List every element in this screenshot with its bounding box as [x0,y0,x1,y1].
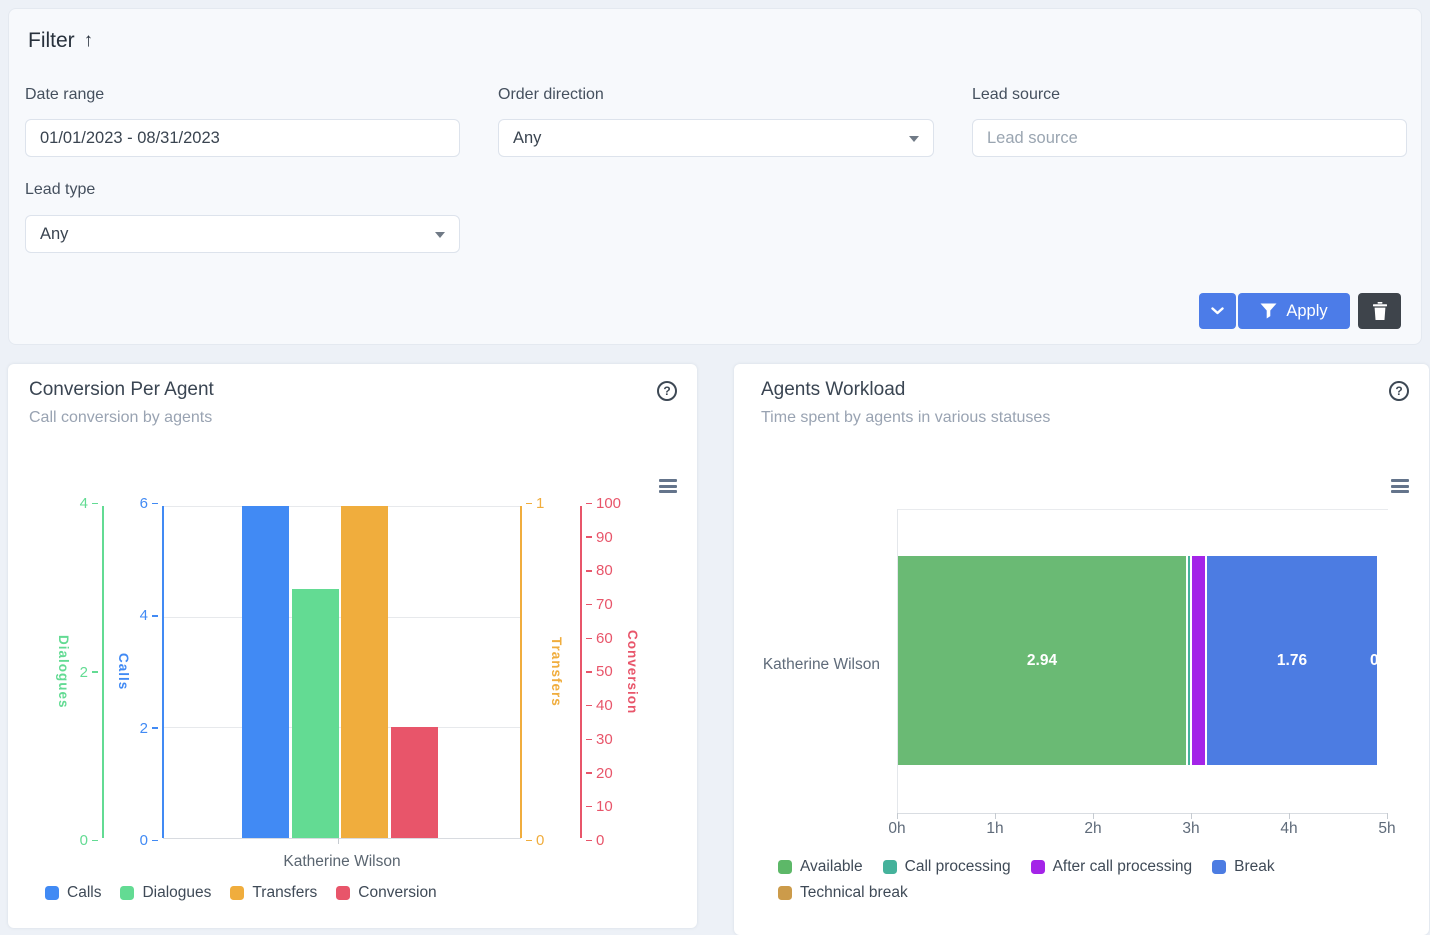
conversion-per-agent-card: Conversion Per Agent Call conversion by … [8,364,697,928]
order-direction-label: Order direction [498,86,604,103]
lead-source-label: Lead source [972,86,1061,103]
legend-item-call-processing[interactable]: Call processing [882,858,1011,876]
calls-axis-line [162,506,164,838]
chart-menu-icon[interactable] [1391,479,1409,493]
legend-swatch [882,860,897,874]
help-icon[interactable]: ? [657,381,677,401]
available-segment: 2.94 [898,556,1186,765]
dialogues-bar [292,589,339,838]
lead-type-value: Any [40,224,69,243]
legend-item-break[interactable]: Break [1212,858,1275,876]
conversion-axis-line [580,506,582,838]
dialogues-axis-ticks: 4 2 0 [60,495,98,849]
lead-source-input[interactable] [972,119,1407,157]
plot-top-border [898,509,1388,510]
call-processing-segment [1188,556,1190,765]
filter-panel: Filter ↑ Date range Order direction Any … [8,8,1422,345]
after-call-processing-segment [1192,556,1205,765]
legend-item-technical-break[interactable]: Technical break [778,884,908,902]
x-axis-tick [1289,813,1290,819]
transfers-bar [341,506,388,838]
legend-item-dialogues[interactable]: Dialogues [120,884,211,902]
legend-item-calls[interactable]: Calls [45,884,101,902]
transfers-axis-ticks: 1 0 [526,495,566,849]
x-axis-tick [1093,813,1094,819]
transfers-axis-line [520,506,522,838]
order-direction-select[interactable]: Any [498,119,934,157]
legend-item-available[interactable]: Available [778,858,863,876]
conversion-card-title: Conversion Per Agent [29,379,214,400]
filter-panel-title[interactable]: Filter ↑ [28,29,93,53]
legend-swatch [230,886,245,900]
calls-axis-ticks: 6 4 2 0 [120,495,158,849]
apply-button[interactable]: Apply [1238,293,1350,329]
filter-funnel-icon [1260,303,1277,319]
clear-filter-button[interactable] [1358,293,1401,329]
calls-bar [242,506,289,838]
x-axis-line [897,813,1388,814]
conversion-bar [391,727,438,838]
order-direction-value: Any [513,128,542,147]
collapse-arrow-icon: ↑ [83,30,94,51]
workload-card-subtitle: Time spent by agents in various statuses [761,409,1051,426]
conversion-card-subtitle: Call conversion by agents [29,409,213,426]
dropdown-caret-icon [435,232,445,238]
legend-swatch [778,860,792,874]
x-axis-tick [338,838,339,844]
legend-swatch [45,886,59,900]
workload-x-ticks: 0h 1h 2h 3h 4h 5h [888,820,1396,837]
segment-value-label: 2.94 [1026,651,1058,669]
dropdown-caret-icon [909,136,919,142]
agents-workload-card: Agents Workload Time spent by agents in … [734,364,1429,935]
legend-item-after-call-processing[interactable]: After call processing [1030,858,1192,876]
legend-item-transfers[interactable]: Transfers [230,884,317,902]
x-category-label: Katherine Wilson [283,853,401,870]
help-icon[interactable]: ? [1389,381,1409,401]
lead-type-select[interactable]: Any [25,215,460,253]
filter-expand-button[interactable] [1199,293,1236,329]
chart-menu-icon[interactable] [659,479,677,493]
conversion-axis-title: Conversion [625,629,640,715]
legend-swatch [778,886,792,900]
chevron-down-icon [1211,307,1224,315]
y-axis-line [897,509,898,813]
legend-swatch [120,886,135,900]
workload-card-title: Agents Workload [761,379,906,400]
segment-value-label: 1.76 [1276,651,1308,669]
clipped-segment-label: 0 [1370,651,1379,669]
dialogues-axis-line [102,506,104,838]
y-category-label: Katherine Wilson [762,656,880,673]
date-range-input[interactable] [25,119,460,157]
x-axis-tick [1387,813,1388,819]
break-segment: 1.76 [1207,556,1377,765]
conversion-axis-ticks: 100 90 80 70 60 50 40 30 20 10 0 [586,495,632,849]
transfers-axis-title: Transfers [549,637,564,707]
dialogues-axis-title: Dialogues [56,635,71,709]
workload-legend-row-2: Technical break [778,884,908,902]
date-range-label: Date range [25,86,105,103]
apply-button-label: Apply [1286,301,1328,320]
legend-swatch [1212,860,1227,874]
x-axis-tick [1191,813,1192,819]
trash-icon [1372,302,1387,320]
x-axis-tick [897,813,898,819]
lead-type-label: Lead type [25,181,96,198]
workload-legend-row-1: Available Call processing After call pro… [778,858,1275,876]
legend-swatch [336,886,351,900]
conversion-legend: Calls Dialogues Transfers Conversion [45,884,437,902]
x-axis-line [163,838,521,839]
legend-item-conversion[interactable]: Conversion [336,884,437,902]
x-axis-tick [995,813,996,819]
filter-title-label: Filter [28,29,75,52]
legend-swatch [1030,860,1045,874]
calls-axis-title: Calls [116,653,131,691]
